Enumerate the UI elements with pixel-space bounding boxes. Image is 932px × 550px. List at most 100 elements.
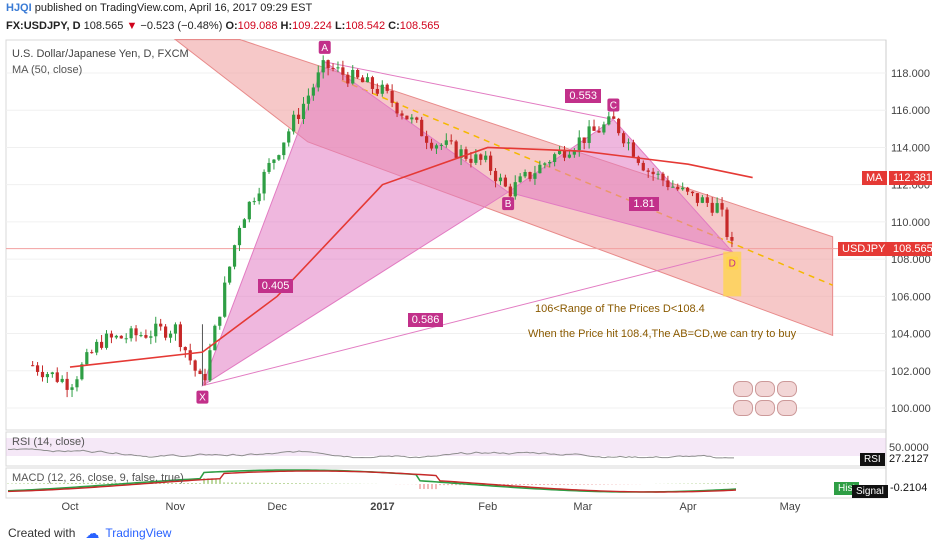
candle-body	[439, 144, 443, 146]
ma-tag-name: MA	[862, 171, 887, 185]
candle-body	[198, 370, 202, 374]
candle-body	[641, 162, 645, 171]
point-badge	[196, 390, 209, 404]
annotation-range: 106<Range of The Prices D<108.4	[535, 303, 705, 315]
candle-body	[316, 72, 320, 88]
candle-body	[676, 186, 680, 190]
candle-body	[104, 333, 109, 348]
candle-body	[459, 149, 463, 158]
published-text: published on TradingView.com, April 16, …	[34, 2, 313, 14]
candle-body	[282, 142, 286, 156]
candle-body	[178, 324, 182, 348]
x-tick-label: Oct	[61, 501, 78, 513]
candle-body	[188, 350, 192, 361]
x-tick-label: 2017	[370, 501, 394, 513]
candle-body	[538, 164, 542, 174]
candle-body	[380, 84, 384, 94]
candle-body	[513, 182, 517, 197]
candle-body	[257, 193, 261, 202]
ma-line	[69, 146, 753, 368]
candle-body	[50, 372, 54, 375]
candle-body	[164, 326, 168, 338]
flag-icon	[755, 400, 775, 416]
low-label: L:	[334, 20, 346, 32]
chart-title: U.S. Dollar/Japanese Yen, D, FXCM	[12, 48, 189, 60]
point-label: C	[610, 101, 617, 112]
candle-body	[35, 365, 40, 372]
footer: Created with ☁ TradingView	[0, 516, 932, 550]
candle-body	[55, 372, 59, 382]
x-tick-label: Dec	[267, 501, 287, 513]
candle-body	[710, 202, 714, 213]
candle-body	[469, 158, 473, 163]
point-badge	[607, 98, 620, 112]
candle-body	[548, 161, 552, 164]
candle-body	[341, 67, 345, 75]
y-tick-label: 110.000	[891, 217, 930, 229]
candle-body	[173, 324, 178, 334]
candle-body	[193, 360, 197, 371]
close-value: 108.565	[399, 20, 440, 32]
candle-body	[346, 74, 350, 84]
tradingview-brand[interactable]: TradingView	[105, 526, 172, 540]
candle-body	[183, 347, 187, 351]
candle-body	[272, 159, 276, 163]
candle-body	[292, 114, 296, 132]
candle-body	[429, 142, 434, 149]
candle-body	[95, 341, 99, 353]
candle-body	[572, 150, 576, 155]
candle-body	[577, 137, 581, 151]
flag-icon	[755, 381, 775, 397]
candle-body	[395, 102, 399, 114]
candle-body	[454, 141, 458, 158]
ratio-label: 0.553	[565, 89, 601, 104]
author-name[interactable]: HJQI	[6, 2, 32, 14]
candle-body	[232, 245, 237, 267]
rsi-level: 50.0000	[889, 442, 929, 454]
macd-value: -0.2104	[890, 482, 928, 494]
y-tick-label: 108.000	[891, 254, 931, 266]
candle-body	[360, 77, 365, 83]
candle-body	[139, 335, 143, 337]
candle-body	[528, 172, 532, 179]
candle-body	[474, 154, 478, 163]
x-tick-label: Nov	[166, 501, 186, 513]
candle-body	[602, 124, 606, 133]
point-badge	[726, 256, 739, 270]
candle-body	[636, 156, 640, 163]
rsi-band	[6, 438, 886, 456]
candle-body	[700, 197, 704, 203]
ratio-label: 0.405	[257, 279, 294, 294]
ac-line	[324, 61, 614, 121]
symbol-tag-name: USDJPY	[838, 242, 890, 256]
tradingview-logo-icon: ☁	[85, 524, 100, 541]
ratio-label: 0.586	[407, 312, 444, 327]
candle-body	[267, 162, 271, 172]
candle-body	[356, 69, 360, 78]
candle-body	[208, 350, 212, 381]
publish-line: HJQI published on TradingView.com, April…	[6, 2, 312, 14]
candle-body	[725, 209, 729, 238]
candle-body	[70, 387, 74, 390]
candle-body	[80, 364, 84, 380]
candle-body	[287, 131, 291, 143]
y-tick-label: 102.000	[891, 366, 931, 378]
candle-body	[705, 197, 709, 203]
candle-body	[400, 113, 404, 116]
candle-body	[533, 173, 537, 179]
candle-body	[45, 374, 50, 378]
candle-body	[557, 149, 562, 155]
candle-body	[154, 323, 158, 337]
candle-body	[425, 136, 429, 143]
ohlc-line: FX:USDJPY, D 108.565 ▼ −0.523 (−0.48%) O…	[6, 20, 440, 32]
candle-body	[326, 60, 330, 69]
candle-body	[90, 352, 94, 354]
candle-body	[60, 378, 64, 382]
candle-body	[85, 352, 89, 365]
candle-body	[489, 155, 493, 171]
point-badge	[318, 40, 331, 54]
candle-body	[479, 154, 483, 160]
candle-body	[518, 176, 522, 183]
